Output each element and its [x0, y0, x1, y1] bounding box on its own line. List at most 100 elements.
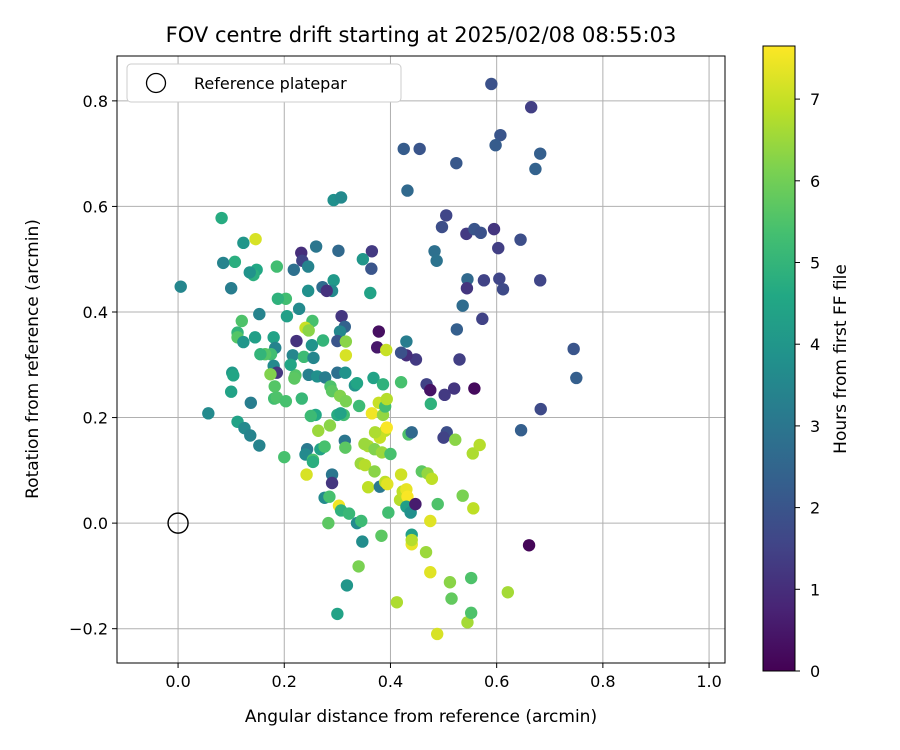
data-point [339, 349, 353, 362]
data-point [424, 514, 437, 528]
data-point [356, 535, 369, 548]
data-point [342, 507, 356, 520]
data-point [464, 606, 478, 620]
data-point [456, 489, 469, 502]
data-point [322, 516, 335, 530]
data-point [323, 419, 337, 432]
data-point [312, 424, 325, 437]
data-point [534, 274, 547, 287]
y-tick-label: 0.6 [83, 197, 108, 216]
data-point [409, 353, 423, 366]
data-point [400, 335, 413, 348]
grid-lines [117, 56, 725, 663]
data-point [424, 383, 437, 397]
data-point [496, 283, 510, 296]
data-point [382, 506, 395, 519]
data-point [327, 274, 340, 287]
y-tick-label: 0.0 [83, 514, 108, 533]
data-point [279, 395, 293, 408]
data-point [456, 299, 469, 312]
data-point [447, 382, 461, 395]
data-point [332, 244, 345, 257]
y-axis-label: Rotation from reference (arcmin) [23, 219, 43, 499]
data-point [297, 350, 311, 364]
x-axis-label: Angular distance from reference (arcmin) [245, 707, 597, 727]
data-point [365, 245, 379, 258]
data-point [278, 450, 291, 464]
data-point [318, 371, 332, 384]
data-point [409, 497, 422, 511]
chart-title: FOV centre drift starting at 2025/02/08 … [166, 23, 677, 47]
data-point [300, 468, 313, 481]
data-point [287, 263, 301, 276]
data-point [380, 343, 393, 357]
data-point [356, 253, 370, 266]
data-point [394, 468, 408, 481]
data-point [474, 226, 487, 240]
data-point [339, 395, 353, 408]
y-tick-label: −0.2 [69, 620, 108, 639]
data-point [290, 334, 303, 348]
data-point [288, 372, 301, 385]
data-point [271, 292, 285, 305]
y-tick-label: 0.2 [83, 409, 108, 428]
data-point [501, 586, 515, 599]
data-point [248, 331, 262, 344]
data-point [267, 331, 280, 344]
legend-reference-marker [145, 72, 167, 94]
data-point [355, 514, 368, 528]
data-point [468, 382, 481, 395]
data-point [485, 77, 498, 91]
x-tick-label: 0.2 [272, 672, 297, 691]
data-point [489, 139, 502, 152]
data-point [334, 407, 347, 420]
data-point [430, 254, 443, 267]
data-point [237, 236, 250, 250]
data-point [534, 147, 547, 160]
data-point [254, 348, 267, 361]
data-point [264, 368, 277, 381]
data-point [493, 272, 506, 285]
data-point [307, 351, 320, 365]
data-point [335, 310, 348, 323]
data-point [352, 399, 366, 413]
data-point [390, 596, 404, 609]
x-tick-label: 0.8 [590, 672, 615, 691]
data-point [306, 455, 320, 469]
data-point [431, 627, 444, 641]
colorbar-label: Hours from first FF file [831, 264, 851, 454]
data-point [413, 142, 426, 156]
data-point [244, 396, 258, 409]
data-point [333, 325, 347, 338]
data-point [224, 282, 238, 295]
data-point [522, 539, 536, 552]
data-point [419, 545, 433, 559]
data-point [280, 310, 294, 323]
y-tick-label: 0.8 [83, 92, 108, 111]
data-point [534, 402, 547, 416]
data-point [381, 477, 394, 491]
data-point [473, 438, 486, 452]
data-point [368, 426, 382, 439]
data-point [227, 369, 240, 382]
data-point [401, 184, 414, 197]
data-point [401, 490, 414, 503]
data-point [301, 260, 315, 273]
data-point [358, 437, 371, 451]
data-point [477, 274, 491, 287]
data-point [367, 371, 380, 385]
data-point [253, 307, 266, 321]
data-point [461, 616, 474, 629]
data-point [376, 378, 390, 391]
colorbar-tick-label: 2 [810, 499, 820, 518]
data-point [237, 335, 250, 349]
data-point [460, 282, 474, 295]
data-point [431, 497, 444, 511]
data-point [352, 560, 365, 573]
x-axis-ticks: 0.0 0.2 0.4 0.6 0.8 1.0 [165, 663, 722, 691]
data-point [514, 233, 527, 246]
data-point [449, 433, 462, 446]
data-point [350, 377, 364, 390]
colorbar-gradient [762, 45, 796, 672]
